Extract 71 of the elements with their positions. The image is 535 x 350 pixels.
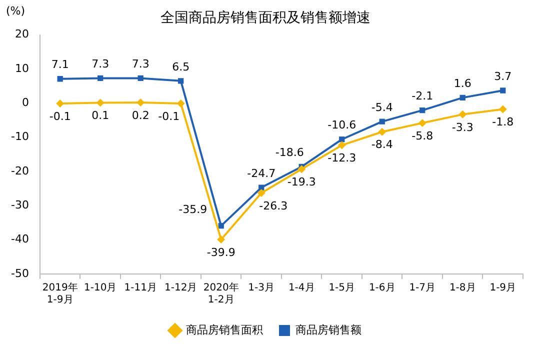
- point: [420, 107, 426, 114]
- point: [500, 88, 506, 94]
- x-tick-label: 1-3月: [248, 282, 275, 294]
- data-label: -3.3: [452, 120, 474, 134]
- point: [460, 94, 466, 101]
- point: [178, 78, 184, 84]
- data-label: -2.1: [412, 90, 434, 103]
- data-label: -0.1: [158, 110, 180, 123]
- data-label: 7.3: [92, 58, 110, 71]
- data-label: 3.7: [494, 70, 512, 83]
- point: [378, 128, 386, 136]
- x-tick-label: 1-7月: [409, 282, 436, 294]
- y-tick-label: 0: [22, 96, 29, 109]
- data-label: -19.3: [287, 175, 316, 188]
- y-tick-label: 10: [14, 62, 29, 75]
- legend-label: 商品房销售额: [296, 323, 362, 336]
- point: [176, 99, 185, 108]
- point: [338, 141, 346, 150]
- point: [136, 98, 145, 106]
- data-label: -18.6: [275, 146, 304, 160]
- point: [339, 136, 345, 142]
- x-tick-label: 1-11月: [124, 282, 157, 294]
- data-label: 0.2: [132, 108, 150, 122]
- point: [418, 118, 426, 127]
- data-label: 0.1: [92, 109, 110, 122]
- data-label: -35.9: [178, 203, 208, 216]
- data-label: 7.1: [51, 58, 69, 72]
- x-tick-label: 1-5月: [328, 282, 356, 294]
- y-tick-label: -50: [11, 266, 29, 280]
- data-label: -10.6: [328, 118, 356, 132]
- point: [98, 75, 104, 82]
- y-tick-label: -40: [11, 232, 29, 246]
- y-tick-label: -10: [11, 130, 29, 144]
- point: [458, 110, 467, 118]
- point: [57, 76, 63, 82]
- x-tick-label: 1-12月: [164, 282, 198, 294]
- y-tick-label: 20: [14, 28, 29, 41]
- legend-label: 商品房销售面积: [186, 323, 263, 336]
- x-tick-label: 1-6月: [368, 282, 396, 294]
- x-tick-label: 1-8月: [449, 282, 476, 294]
- data-label: 6.5: [172, 60, 190, 74]
- point: [56, 99, 64, 108]
- point: [96, 98, 104, 107]
- data-label: -5.4: [371, 100, 393, 114]
- x-tick-label: 1-4月: [288, 282, 315, 294]
- point: [258, 184, 264, 190]
- x-tick-label: 1-9月: [490, 282, 516, 294]
- data-label: 1.6: [454, 77, 472, 90]
- data-label: -26.3: [259, 199, 288, 212]
- x-tick-label: 1-10月: [84, 282, 117, 294]
- point: [298, 165, 306, 174]
- data-label: -24.7: [247, 166, 276, 180]
- y-tick-label: -30: [11, 198, 29, 212]
- chart-title: 全国商品房销售面积及销售额增速: [160, 10, 370, 26]
- data-label: -12.3: [328, 152, 356, 165]
- y-axis-title: (%): [6, 4, 26, 18]
- point: [217, 235, 226, 244]
- point: [379, 118, 385, 124]
- data-label: 7.3: [132, 58, 150, 71]
- data-label: -8.4: [371, 138, 393, 152]
- data-label: -0.1: [49, 110, 71, 123]
- x-tick-label: 2019年 1-9月: [42, 282, 78, 306]
- data-label: -39.9: [206, 246, 236, 259]
- point: [257, 189, 266, 198]
- data-label: -5.8: [412, 129, 434, 142]
- point: [138, 75, 144, 82]
- x-tick-label: 2020年 1-2月: [203, 282, 239, 306]
- point: [498, 105, 507, 114]
- point: [218, 222, 224, 229]
- y-tick-label: -20: [11, 164, 29, 178]
- data-label: -1.8: [492, 116, 514, 129]
